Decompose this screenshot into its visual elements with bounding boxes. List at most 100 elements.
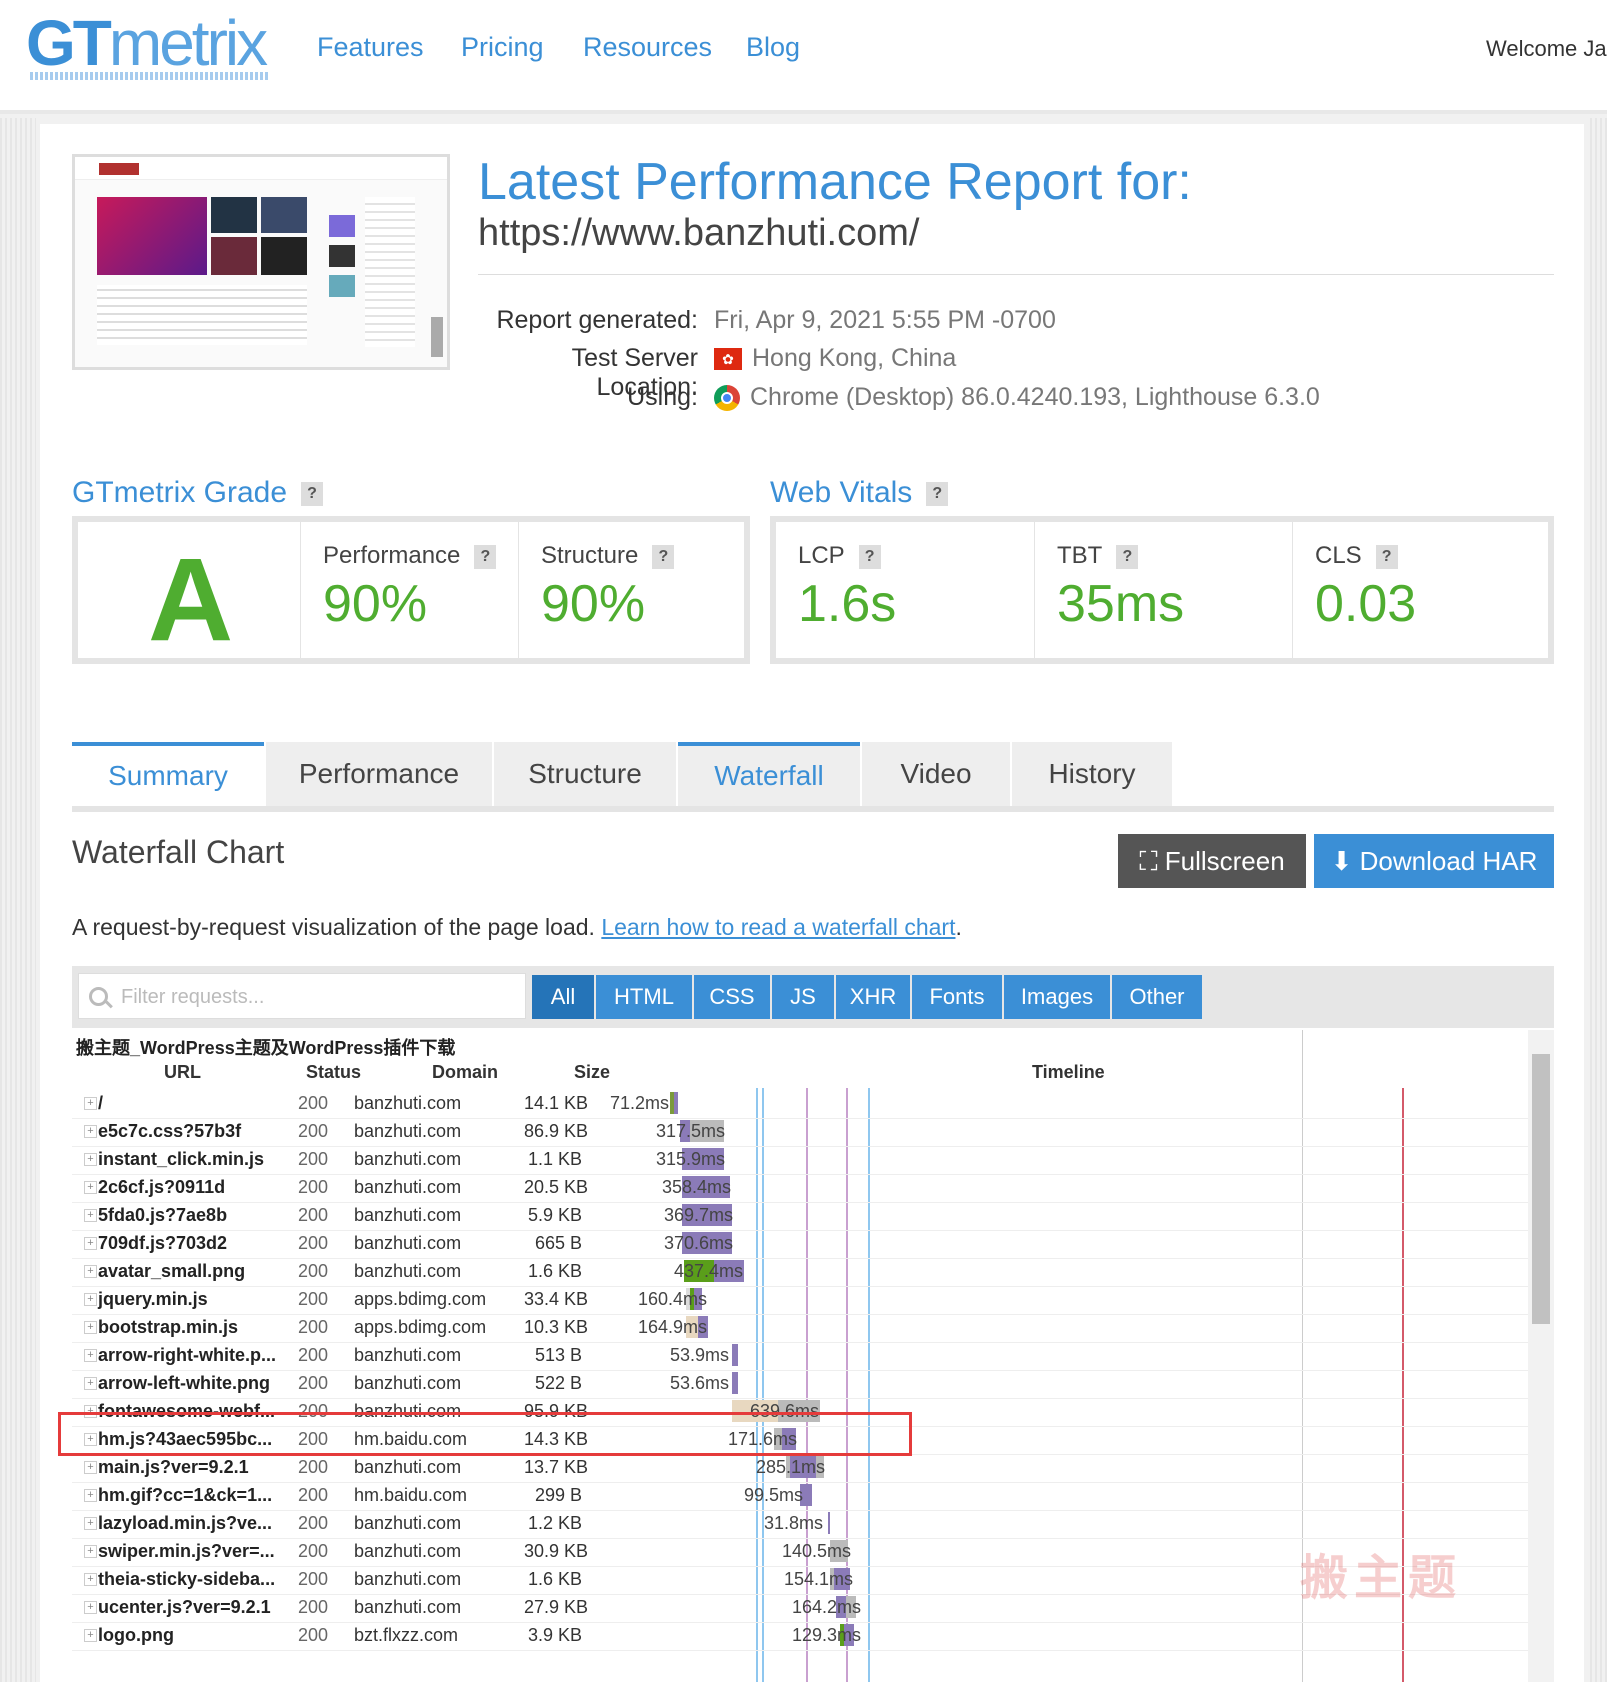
timeline-bar[interactable]	[682, 1232, 732, 1254]
help-icon[interactable]: ?	[858, 544, 881, 569]
request-url[interactable]: logo.png	[98, 1625, 174, 1645]
table-row[interactable]: +5fda0.js?7ae8b 200 banzhuti.com 5.9 KB 369.…	[72, 1200, 1530, 1231]
request-url[interactable]: jquery.min.js	[98, 1289, 208, 1309]
timeline-bar[interactable]	[686, 1316, 698, 1338]
request-url[interactable]: arrow-left-white.png	[98, 1373, 270, 1393]
filter-fonts[interactable]: Fonts	[912, 975, 1002, 1019]
nav-blog[interactable]: Blog	[746, 32, 801, 62]
timeline-bar[interactable]	[674, 1092, 678, 1114]
help-icon[interactable]: ?	[926, 482, 949, 507]
timeline-bar[interactable]	[698, 1316, 708, 1338]
timeline-bar[interactable]	[694, 1288, 702, 1310]
expand-row-icon[interactable]: +	[84, 1293, 97, 1306]
filter-images[interactable]: Images	[1004, 975, 1110, 1019]
table-row[interactable]: + theia-sticky-sideba... 200 banzhuti.com 1.…	[72, 1564, 1530, 1595]
timeline-bar[interactable]	[732, 1344, 738, 1366]
timeline-bar[interactable]	[830, 1540, 834, 1562]
filter-requests-input[interactable]: Filter requests...	[78, 973, 526, 1019]
request-url[interactable]: instant_click.min.js	[98, 1149, 265, 1169]
table-row[interactable]: + lazyload.min.js?ve... 200 banzhuti.com 1.2…	[72, 1508, 1530, 1539]
column-status[interactable]: Status	[306, 1062, 362, 1082]
timeline-bar[interactable]	[682, 1204, 732, 1226]
table-row[interactable]: + swiper.min.js?ver=... 200 banzhuti.com 30.…	[72, 1536, 1530, 1567]
site-screenshot-thumbnail[interactable]	[72, 154, 450, 370]
table-row[interactable]: + logo.png 200 bzt.flxzz.com 3.9 KB 129.3ms	[72, 1620, 1530, 1651]
help-icon[interactable]: ?	[301, 482, 324, 507]
scrollbar[interactable]	[1528, 1030, 1554, 1682]
scrollbar-thumb[interactable]	[1532, 1054, 1550, 1324]
timeline-bar[interactable]	[834, 1540, 848, 1562]
request-url[interactable]: lazyload.min.js?ve...	[98, 1513, 273, 1533]
expand-row-icon[interactable]: +	[84, 1125, 97, 1138]
filter-css[interactable]: CSS	[694, 975, 770, 1019]
timeline-bar[interactable]	[800, 1484, 812, 1506]
nav-features[interactable]: Features	[317, 32, 424, 62]
request-url[interactable]: 2c6cf.js?0911d	[98, 1177, 226, 1197]
timeline-bar[interactable]	[840, 1624, 844, 1646]
tab-summary[interactable]: Summary	[72, 742, 264, 806]
help-icon[interactable]: ?	[652, 544, 675, 569]
table-row[interactable]: + arrow-left-white.png 200 banzhuti.com 522 …	[72, 1368, 1530, 1399]
timeline-bar[interactable]	[828, 1512, 830, 1534]
table-row[interactable]: + fontawesome-webf... 200 banzhuti.com 95.9 …	[72, 1396, 1530, 1427]
timeline-bar[interactable]	[816, 1456, 824, 1478]
request-url[interactable]: theia-sticky-sideba...	[98, 1569, 276, 1589]
nav-pricing[interactable]: Pricing	[461, 32, 544, 62]
expand-row-icon[interactable]: +	[84, 1489, 97, 1502]
request-url[interactable]: hm.gif?cc=1&ck=1...	[98, 1485, 273, 1505]
expand-row-icon[interactable]: +	[84, 1629, 97, 1642]
timeline-bar[interactable]	[690, 1120, 724, 1142]
expand-row-icon[interactable]: +	[84, 1097, 97, 1110]
expand-row-icon[interactable]: +	[84, 1321, 97, 1334]
filter-all[interactable]: All	[532, 975, 594, 1019]
column-domain[interactable]: Domain	[432, 1062, 499, 1082]
table-row[interactable]: + instant_click.min.js 200 banzhuti.com 1.1 …	[72, 1144, 1530, 1175]
expand-row-icon[interactable]: +	[84, 1461, 97, 1474]
timeline-bar[interactable]	[714, 1260, 744, 1282]
timeline-bar[interactable]	[680, 1120, 690, 1142]
table-row[interactable]: + e5c7c.css?57b3f 200 banzhuti.com 86.9 KB 31…	[72, 1116, 1530, 1147]
filter-other[interactable]: Other	[1112, 975, 1202, 1019]
learn-waterfall-link[interactable]: Learn how to read a waterfall chart	[601, 914, 956, 940]
expand-row-icon[interactable]: +	[84, 1153, 97, 1166]
request-url[interactable]: /	[98, 1093, 104, 1113]
request-url[interactable]: bootstrap.min.js	[98, 1317, 239, 1337]
tab-history[interactable]: History	[1012, 742, 1172, 806]
timeline-bar[interactable]	[778, 1400, 788, 1422]
filter-js[interactable]: JS	[772, 975, 834, 1019]
download-har-button[interactable]: ⬇ Download HAR	[1314, 834, 1554, 888]
table-row[interactable]: + jquery.min.js 200 apps.bdimg.com 33.4 KB 16…	[72, 1284, 1530, 1315]
tab-waterfall[interactable]: Waterfall	[678, 742, 860, 806]
request-url[interactable]: swiper.min.js?ver=...	[98, 1541, 275, 1561]
timeline-bar[interactable]	[788, 1400, 820, 1422]
request-url[interactable]: 709df.js?703d2	[98, 1233, 228, 1253]
help-icon[interactable]: ?	[1375, 544, 1398, 569]
help-icon[interactable]: ?	[1116, 544, 1139, 569]
table-row[interactable]: + main.js?ver=9.2.1 200 banzhuti.com 13.7 KB…	[72, 1452, 1530, 1483]
request-url[interactable]: arrow-right-white.p...	[98, 1345, 276, 1365]
request-url[interactable]: fontawesome-webf...	[98, 1401, 276, 1421]
request-url[interactable]: hm.js?43aec595bc...	[98, 1429, 273, 1449]
timeline-bar[interactable]	[732, 1372, 738, 1394]
tab-video[interactable]: Video	[862, 742, 1010, 806]
expand-row-icon[interactable]: +	[84, 1545, 97, 1558]
timeline-bar[interactable]	[844, 1624, 854, 1646]
request-url[interactable]: e5c7c.css?57b3f	[98, 1121, 242, 1141]
timeline-bar[interactable]	[786, 1456, 790, 1478]
timeline-bar[interactable]	[670, 1092, 674, 1114]
expand-row-icon[interactable]: +	[84, 1209, 97, 1222]
help-icon[interactable]: ?	[474, 544, 497, 569]
table-row[interactable]: + bootstrap.min.js 200 apps.bdimg.com 10.3 K…	[72, 1312, 1530, 1343]
timeline-bar[interactable]	[846, 1596, 856, 1618]
expand-row-icon[interactable]: +	[84, 1181, 97, 1194]
timeline-bar[interactable]	[686, 1288, 690, 1310]
column-size[interactable]: Size	[574, 1062, 611, 1082]
timeline-bar[interactable]	[782, 1428, 796, 1450]
filter-xhr[interactable]: XHR	[836, 975, 910, 1019]
table-row[interactable]: + ucenter.js?ver=9.2.1 200 banzhuti.com 27.9…	[72, 1592, 1530, 1623]
gtmetrix-logo[interactable]: GTmetrix	[26, 7, 268, 79]
timeline-bar[interactable]	[732, 1400, 778, 1422]
request-url[interactable]: main.js?ver=9.2.1	[98, 1457, 249, 1477]
nav-resources[interactable]: Resources	[583, 32, 713, 62]
timeline-bar[interactable]	[682, 1148, 724, 1170]
